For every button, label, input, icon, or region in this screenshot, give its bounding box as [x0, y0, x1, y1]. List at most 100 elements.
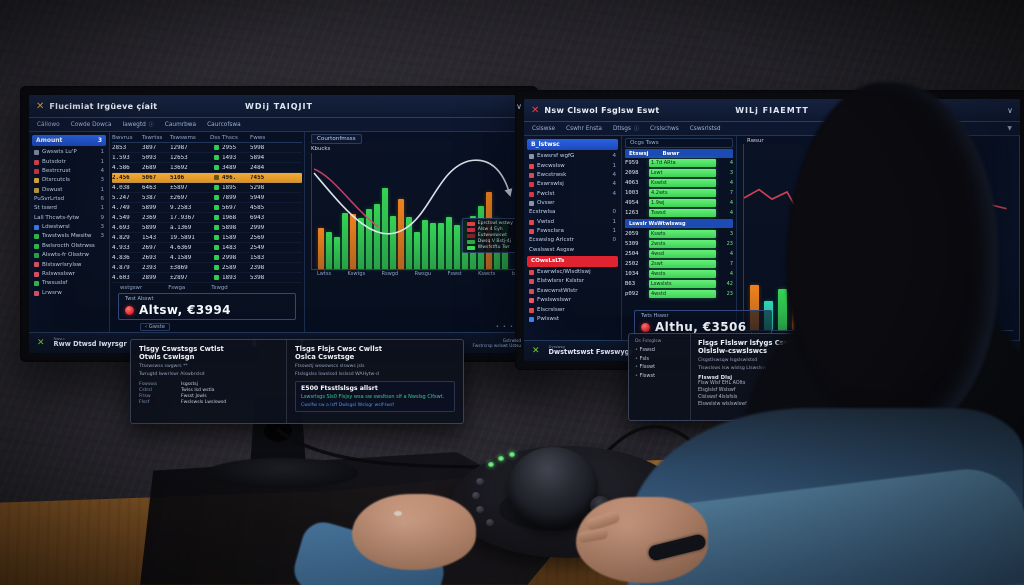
popup-list-item[interactable]: Fswsd	[635, 346, 684, 355]
order-row[interactable]: 2059 Kswts 3	[625, 229, 733, 239]
order-row[interactable]: B63 Lswslsts 42	[625, 279, 733, 289]
table-row[interactable]: 4.749 5899 9.2583 5697 4585	[112, 203, 302, 213]
table-row[interactable]: 4.549 2369 17.9367 1968 6943	[112, 213, 302, 223]
controller-button[interactable]	[476, 506, 484, 513]
sidebar-item[interactable]: Eswsrsf wgfG 4	[524, 152, 621, 161]
jog-controller-knob[interactable]	[508, 447, 598, 527]
column-header[interactable]: Dtlsgs	[612, 125, 632, 132]
sidebar-item[interactable]: Alswts-fr Olsstrw	[29, 251, 109, 260]
order-row[interactable]: 1003 4.2wts 7	[625, 188, 733, 198]
column-header[interactable]: Cslswse	[532, 125, 556, 132]
popup-list-item[interactable]: Flsswt	[635, 363, 684, 372]
order-row[interactable]: 2098 Lswt 3	[625, 168, 733, 178]
table-row[interactable]: 1.593 5093 12653 1493 5894	[112, 153, 302, 163]
table-pager[interactable]: ‹ Gwste	[140, 323, 170, 331]
sidebar-item[interactable]: Rslswsslswr	[29, 270, 109, 279]
column-header[interactable]: Iawegtd	[122, 121, 146, 128]
order-row[interactable]: F959 1.7d ARta 4	[625, 158, 733, 168]
column-header[interactable]: Caurcofswa	[207, 121, 241, 128]
orders-subheader-col[interactable]: Bwwr	[662, 150, 680, 157]
order-row[interactable]: 1034 4wsts 4	[625, 269, 733, 279]
orders-subheader-col[interactable]: Etswsj	[629, 150, 649, 157]
table-row[interactable]: 2.456 5067 5106 496. 7455	[112, 173, 302, 183]
sidebar-item[interactable]: St tswrd 1	[29, 204, 109, 213]
sidebar-item[interactable]: Elstwlsrsr Kslstsr	[524, 277, 621, 286]
column-header[interactable]: Cállowo	[37, 121, 60, 128]
column-header[interactable]: Dss	[210, 134, 221, 141]
table-row[interactable]: 4.829 1543 19.5891 1589 2569	[112, 233, 302, 243]
column-header[interactable]: Bwvrus	[112, 134, 133, 141]
sidebar-item[interactable]: Elscrslswr	[524, 305, 621, 314]
sidebar-item[interactable]: Ecstrwlsa 0	[524, 208, 621, 217]
sidebar-item[interactable]: Vwtsd 1	[524, 218, 621, 227]
sidebar-item[interactable]: Fswsclsra 1	[524, 227, 621, 236]
sidebar-item[interactable]: Butsdotr 1	[29, 157, 109, 166]
sidebar-item[interactable]: Pwlswst	[524, 315, 621, 324]
sidebar-alert-item[interactable]: COwsLsLTs	[527, 255, 618, 267]
price-alert-box[interactable]: Twst Alsswt Altsw, €3994	[118, 293, 296, 320]
column-header[interactable]: Thscs	[222, 134, 238, 141]
table-row[interactable]: 4.586 2689 13692 3489 2484	[112, 163, 302, 173]
sidebar-item[interactable]: Ldwstwrsl 3	[29, 223, 109, 232]
sidebar-item[interactable]: Fwclst 4	[524, 189, 621, 198]
order-row[interactable]: 4063 Kswlst 4	[625, 178, 733, 188]
sidebar-item[interactable]: Dswust 1	[29, 185, 109, 194]
order-row[interactable]: 1263 Tswsd 4	[625, 208, 733, 218]
sidebar-item[interactable]: Tswstwsls Mwsitw 3	[29, 232, 109, 241]
filter-icon[interactable]: ▼	[1007, 125, 1012, 132]
info-icon[interactable]: ⓘ	[148, 122, 154, 128]
order-row[interactable]: 4954 1.9wj 4	[625, 198, 733, 208]
controller-button[interactable]	[472, 492, 480, 499]
column-header[interactable]: Crslschws	[650, 125, 679, 132]
table-row[interactable]: 4.836 2693 4.1589 2998 1583	[112, 253, 302, 263]
chevron-down-icon[interactable]: ∨	[1007, 105, 1013, 115]
sidebar-item[interactable]: Ewcwslsw 1	[524, 161, 621, 170]
column-header[interactable]: Tswrtss	[142, 134, 163, 141]
info-icon[interactable]: ⓘ	[634, 126, 640, 132]
column-header[interactable]: Caumrbwa	[164, 121, 197, 128]
sidebar-item[interactable]: Lall Thcwts-fytw 9	[29, 214, 109, 223]
sidebar-item[interactable]: Ovswr	[524, 199, 621, 208]
sidebar-item[interactable]: Trwsuslsf	[29, 279, 109, 288]
sidebar-item[interactable]: PuSvrLrtsd 6	[29, 195, 109, 204]
chevron-down-icon[interactable]: ∨	[516, 101, 522, 111]
sidebar-item[interactable]: Gwswts Lu'P 1	[29, 148, 109, 157]
controller-button[interactable]	[476, 478, 484, 485]
table-row[interactable]: 4.038 6463 ±5897 1895 5298	[112, 183, 302, 193]
table-row[interactable]: 5.247 5387 ±2697 7899 5949	[112, 193, 302, 203]
sidebar-item[interactable]: Cwslswst Asgsw	[524, 246, 621, 255]
sidebar-item-selected[interactable]: Amount 3	[32, 135, 106, 146]
column-header[interactable]: Fwws	[250, 134, 266, 141]
order-row[interactable]: 2502 2swt 7	[625, 259, 733, 269]
chart-tab[interactable]: Courtonfmsss	[311, 134, 362, 144]
column-header[interactable]: Cowde Dowca	[70, 121, 112, 128]
order-row[interactable]: p092 4wstd 23	[625, 289, 733, 299]
sidebar-item[interactable]: Bwlsrocth Olstrwss	[29, 242, 109, 251]
order-row[interactable]: 5309 2wsts 23	[625, 239, 733, 249]
table-row[interactable]: 4.879 2393 ±3869 2589 2398	[112, 263, 302, 273]
table-row[interactable]: 4.603 2899 ±2897 1893 5398	[112, 273, 302, 283]
column-header[interactable]: Tswswms	[170, 134, 196, 141]
sidebar-item[interactable]: Eswrswlsj 4	[524, 180, 621, 189]
table-row[interactable]: 4.693 5899 a.1369 5898 2999	[112, 223, 302, 233]
controller-button[interactable]	[486, 519, 494, 526]
sidebar-item[interactable]: EswcwrstWlstr	[524, 287, 621, 296]
sidebar-item[interactable]: Ecswslsg Arlcstr 0	[524, 236, 621, 245]
sidebar-item[interactable]: Bestrcrust 4	[29, 167, 109, 176]
sidebar-item[interactable]: Lrwsrw	[29, 288, 109, 297]
table-row[interactable]: 2853 3897 12987 2955 5998	[112, 143, 302, 153]
popup-alert-link[interactable]: Cwslfw sw a lsff Dwlsgsl Wslsgr wslf-lws…	[301, 402, 394, 408]
sidebar-item-selected[interactable]: B_lstwsc	[527, 139, 618, 150]
order-row[interactable]: 2504 4wsd 4	[625, 249, 733, 259]
column-header[interactable]: Cswsrlstsd	[689, 125, 721, 132]
column-header[interactable]: Cswhr Ensta	[566, 125, 602, 132]
sidebar-item[interactable]: Ewcstrwsk 4	[524, 171, 621, 180]
sidebar-item[interactable]: Dtsrcutcls 3	[29, 176, 109, 185]
sidebar-item[interactable]: Blstswrlsrylsw	[29, 260, 109, 269]
popup-alert-card[interactable]: E500 Ftsstlslsgs allsrt Lswsrlsgs Sls0 F…	[295, 381, 455, 412]
sidebar-item[interactable]: Eswrwlsc/Wlsdtlswj	[524, 268, 621, 277]
popup-list-item[interactable]: Fsls	[635, 355, 684, 364]
popup-list-item[interactable]: Flswst	[635, 372, 684, 381]
sidebar-item[interactable]: Fwslswslswr	[524, 296, 621, 305]
table-row[interactable]: 4.933 2697 4.6369 1483 2549	[112, 243, 302, 253]
